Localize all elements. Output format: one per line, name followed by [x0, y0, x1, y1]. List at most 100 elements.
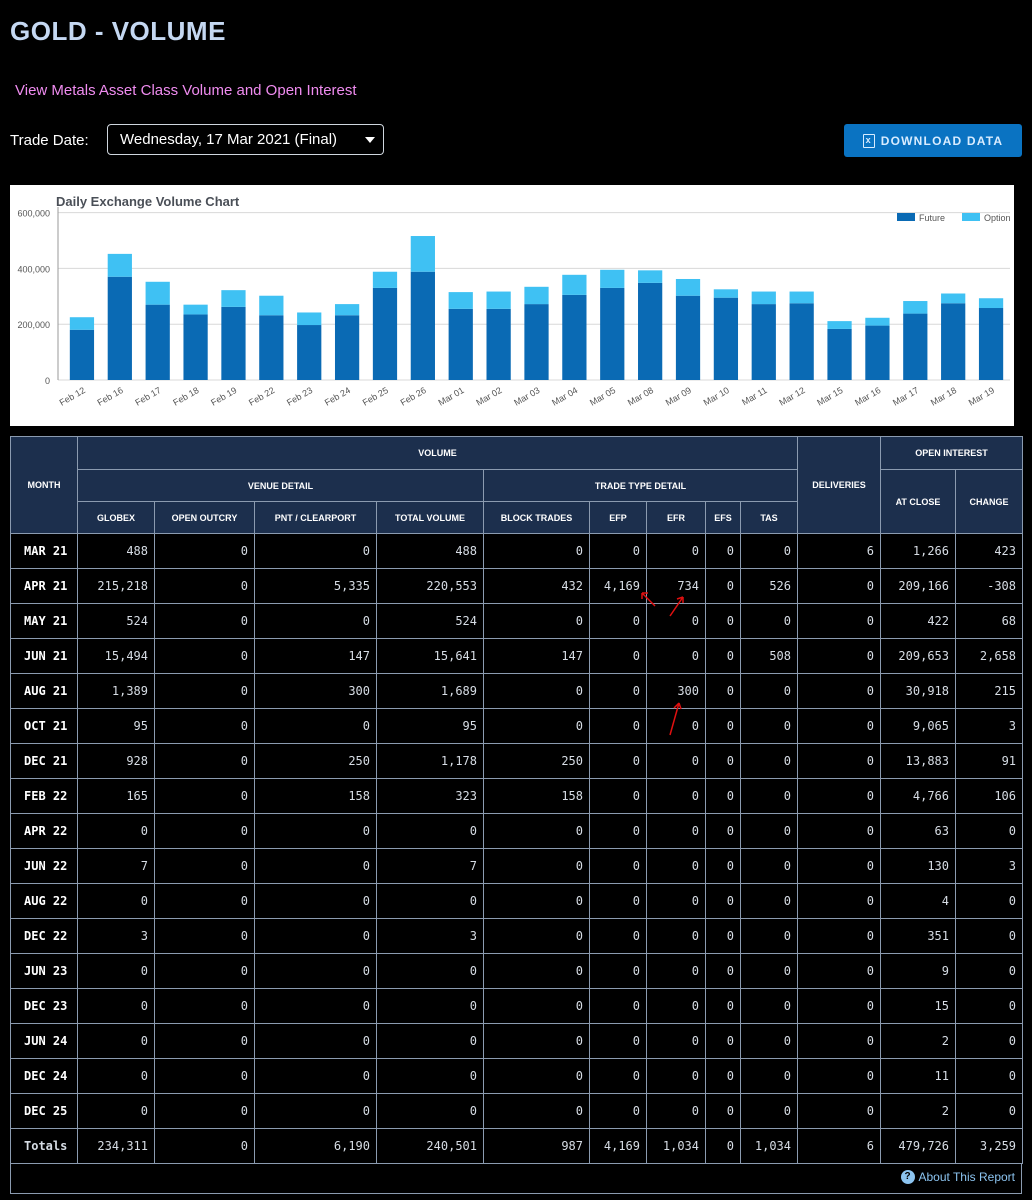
x-tick-label: Feb 23: [285, 385, 314, 408]
value-cell: 0: [154, 1093, 255, 1129]
value-cell: 13,883: [880, 743, 956, 779]
value-cell: 0: [740, 953, 798, 989]
bar-future: [562, 294, 587, 380]
value-cell: 4,766: [880, 778, 956, 814]
value-cell: 106: [954, 778, 1024, 814]
bar-option: [448, 292, 473, 309]
value-cell: 4: [880, 883, 956, 919]
value-cell: 240,501: [376, 1128, 484, 1164]
value-cell: 0: [797, 883, 881, 919]
value-cell: 0: [154, 813, 255, 849]
value-cell: 9: [880, 953, 956, 989]
bar-option: [221, 290, 246, 307]
value-cell: 488: [376, 533, 484, 569]
value-cell: 11: [880, 1058, 956, 1094]
value-cell: 68: [954, 603, 1024, 639]
value-cell: 0: [483, 918, 590, 954]
value-cell: 508: [740, 638, 798, 674]
y-tick-label: 200,000: [17, 320, 50, 330]
value-cell: 0: [589, 988, 647, 1024]
value-cell: 15,641: [376, 638, 484, 674]
trade-date-select[interactable]: Wednesday, 17 Mar 2021 (Final): [107, 124, 384, 155]
legend-label: Option: [984, 213, 1011, 223]
value-cell: 130: [880, 848, 956, 884]
table-row: DEC 21 928 0 250 1,178 250 0 0 0 0 0 13,883 91: [10, 743, 1024, 779]
bar-future: [903, 313, 928, 380]
col-header-efs: EFS: [705, 501, 741, 534]
metals-asset-class-link[interactable]: View Metals Asset Class Volume and Open …: [15, 82, 357, 99]
bar-future: [297, 325, 322, 380]
deliveries-header: DELIVERIES: [797, 436, 881, 534]
x-tick-label: Feb 17: [133, 385, 162, 408]
month-cell: DEC 25: [10, 1093, 78, 1129]
x-tick-label: Mar 04: [550, 385, 579, 408]
caret-down-icon: [365, 137, 375, 143]
value-cell: 9,065: [880, 708, 956, 744]
value-cell: 0: [705, 988, 741, 1024]
x-tick-label: Feb 25: [361, 385, 390, 408]
value-cell: 147: [254, 638, 377, 674]
col-header-change: CHANGE: [954, 469, 1024, 534]
value-cell: 3,259: [954, 1128, 1024, 1164]
about-this-report-link[interactable]: ? About This Report: [900, 1170, 1015, 1184]
value-cell: 0: [589, 813, 647, 849]
legend-swatch: [962, 213, 980, 221]
value-cell: 0: [797, 708, 881, 744]
value-cell: 0: [254, 603, 377, 639]
value-cell: 928: [77, 743, 155, 779]
value-cell: 0: [646, 708, 706, 744]
bar-future: [713, 297, 739, 380]
value-cell: 91: [954, 743, 1024, 779]
value-cell: 3: [954, 708, 1024, 744]
value-cell: 1,689: [376, 673, 484, 709]
month-cell: AUG 22: [10, 883, 78, 919]
value-cell: 2: [880, 1023, 956, 1059]
bar-future: [524, 304, 549, 380]
x-tick-label: Mar 19: [967, 385, 996, 408]
value-cell: 0: [646, 638, 706, 674]
value-cell: 0: [797, 1093, 881, 1129]
value-cell: 0: [77, 1093, 155, 1129]
col-header-pnt-clearport: PNT / CLEARPORT: [254, 501, 377, 534]
month-cell: APR 21: [10, 568, 78, 604]
download-data-button[interactable]: x DOWNLOAD DATA: [844, 124, 1022, 157]
bar-future: [69, 329, 95, 380]
bar-option: [600, 269, 625, 288]
value-cell: 0: [740, 1093, 798, 1129]
value-cell: 0: [589, 1058, 647, 1094]
table-row: DEC 23 0 0 0 0 0 0 0 0 0 0 15 0: [10, 988, 1024, 1024]
value-cell: 0: [705, 673, 741, 709]
x-tick-label: Mar 12: [777, 385, 806, 408]
value-cell: 0: [797, 918, 881, 954]
value-cell: 0: [740, 603, 798, 639]
bar-option: [107, 253, 132, 277]
bar-future: [372, 287, 398, 380]
x-tick-label: Mar 02: [474, 385, 503, 408]
value-cell: 0: [589, 953, 647, 989]
table-row: MAY 21 524 0 0 524 0 0 0 0 0 0 422 68: [10, 603, 1024, 639]
value-cell: 0: [705, 883, 741, 919]
value-cell: 0: [154, 918, 255, 954]
value-cell: 0: [483, 1058, 590, 1094]
legend-swatch: [897, 213, 915, 221]
value-cell: 0: [154, 603, 255, 639]
bar-option: [675, 278, 701, 296]
col-header-globex: GLOBEX: [77, 501, 155, 534]
value-cell: 0: [254, 883, 377, 919]
value-cell: 0: [254, 848, 377, 884]
page-title: GOLD - VOLUME: [10, 16, 226, 46]
x-tick-label: Mar 11: [740, 385, 769, 407]
x-tick-label: Mar 15: [815, 385, 844, 408]
value-cell: 147: [483, 638, 590, 674]
bar-future: [638, 282, 663, 380]
bar-future: [221, 306, 246, 380]
value-cell: 0: [797, 778, 881, 814]
value-cell: 0: [154, 778, 255, 814]
value-cell: 0: [589, 533, 647, 569]
value-cell: 0: [376, 1023, 484, 1059]
value-cell: 0: [954, 988, 1024, 1024]
value-cell: 422: [880, 603, 956, 639]
col-header-total-volume: TOTAL VOLUME: [376, 501, 484, 534]
month-cell: Totals: [10, 1128, 78, 1164]
value-cell: 524: [77, 603, 155, 639]
